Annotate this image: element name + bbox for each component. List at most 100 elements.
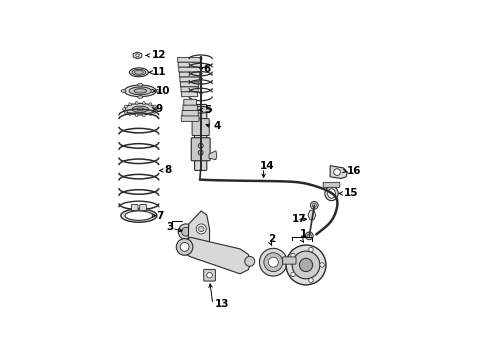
Ellipse shape <box>125 103 155 115</box>
Ellipse shape <box>328 189 335 198</box>
Ellipse shape <box>124 111 127 113</box>
Circle shape <box>178 224 194 239</box>
Ellipse shape <box>149 103 152 106</box>
FancyBboxPatch shape <box>192 118 209 135</box>
Text: 15: 15 <box>344 188 359 198</box>
Ellipse shape <box>138 84 143 86</box>
Circle shape <box>176 239 193 255</box>
Circle shape <box>313 203 316 207</box>
Ellipse shape <box>138 96 143 98</box>
Text: 2: 2 <box>269 234 275 244</box>
FancyBboxPatch shape <box>180 77 199 82</box>
Text: 3: 3 <box>167 222 174 232</box>
Circle shape <box>259 248 287 276</box>
Circle shape <box>264 253 283 271</box>
Ellipse shape <box>153 105 156 108</box>
FancyBboxPatch shape <box>140 204 147 211</box>
Text: 5: 5 <box>204 105 211 115</box>
Ellipse shape <box>134 70 143 74</box>
Text: 12: 12 <box>151 50 166 60</box>
Ellipse shape <box>135 113 138 117</box>
FancyBboxPatch shape <box>195 104 207 170</box>
Ellipse shape <box>325 186 338 201</box>
FancyBboxPatch shape <box>323 183 340 187</box>
FancyBboxPatch shape <box>204 269 216 281</box>
Circle shape <box>309 278 313 283</box>
Circle shape <box>292 251 320 279</box>
Circle shape <box>136 54 139 57</box>
Text: 4: 4 <box>214 121 221 131</box>
Polygon shape <box>188 211 210 252</box>
Circle shape <box>309 247 313 252</box>
FancyBboxPatch shape <box>178 62 201 67</box>
FancyBboxPatch shape <box>178 57 201 62</box>
Ellipse shape <box>121 209 157 222</box>
Circle shape <box>305 232 313 240</box>
Circle shape <box>291 253 295 258</box>
Ellipse shape <box>137 108 144 111</box>
Text: 11: 11 <box>151 67 166 77</box>
Ellipse shape <box>125 211 153 220</box>
Text: 16: 16 <box>346 166 361 176</box>
Circle shape <box>269 257 278 267</box>
Ellipse shape <box>132 69 146 75</box>
Circle shape <box>182 227 191 236</box>
Ellipse shape <box>129 68 148 77</box>
Text: 14: 14 <box>259 161 274 171</box>
Circle shape <box>307 234 311 238</box>
Ellipse shape <box>143 102 145 105</box>
FancyBboxPatch shape <box>182 110 198 116</box>
FancyBboxPatch shape <box>131 204 138 211</box>
Ellipse shape <box>154 90 159 92</box>
FancyBboxPatch shape <box>179 67 200 72</box>
Text: 6: 6 <box>203 64 211 74</box>
Polygon shape <box>133 52 142 59</box>
Circle shape <box>286 245 326 285</box>
Circle shape <box>311 202 318 209</box>
Text: 8: 8 <box>165 166 172 175</box>
Circle shape <box>291 272 295 276</box>
FancyBboxPatch shape <box>181 87 198 92</box>
Ellipse shape <box>155 108 158 111</box>
Ellipse shape <box>153 111 156 113</box>
Ellipse shape <box>149 112 152 116</box>
Text: 1: 1 <box>300 229 307 239</box>
Ellipse shape <box>129 112 132 116</box>
FancyBboxPatch shape <box>283 257 296 264</box>
Polygon shape <box>185 237 251 274</box>
Circle shape <box>245 256 255 266</box>
Ellipse shape <box>129 103 132 106</box>
Ellipse shape <box>121 90 126 92</box>
Polygon shape <box>308 210 316 220</box>
Text: 17: 17 <box>292 214 307 224</box>
FancyBboxPatch shape <box>191 138 210 161</box>
Polygon shape <box>330 166 347 179</box>
Circle shape <box>198 143 203 148</box>
Circle shape <box>180 243 189 251</box>
Circle shape <box>334 169 341 175</box>
Ellipse shape <box>134 89 147 93</box>
FancyBboxPatch shape <box>179 72 200 77</box>
Ellipse shape <box>124 85 156 97</box>
FancyBboxPatch shape <box>183 105 197 111</box>
Circle shape <box>320 263 324 267</box>
Ellipse shape <box>132 106 148 112</box>
Ellipse shape <box>129 87 151 95</box>
Polygon shape <box>209 151 217 159</box>
Ellipse shape <box>190 107 212 113</box>
FancyBboxPatch shape <box>182 92 197 97</box>
Text: 10: 10 <box>155 86 170 96</box>
Ellipse shape <box>124 105 127 108</box>
Text: 9: 9 <box>155 104 163 114</box>
Circle shape <box>299 258 313 271</box>
Circle shape <box>198 226 204 232</box>
Ellipse shape <box>122 108 126 111</box>
FancyBboxPatch shape <box>180 82 199 87</box>
FancyBboxPatch shape <box>184 99 196 105</box>
Circle shape <box>207 273 212 278</box>
Text: 7: 7 <box>156 211 164 221</box>
Text: 13: 13 <box>215 299 230 309</box>
Circle shape <box>196 224 206 234</box>
FancyBboxPatch shape <box>181 116 199 121</box>
Circle shape <box>198 150 203 155</box>
